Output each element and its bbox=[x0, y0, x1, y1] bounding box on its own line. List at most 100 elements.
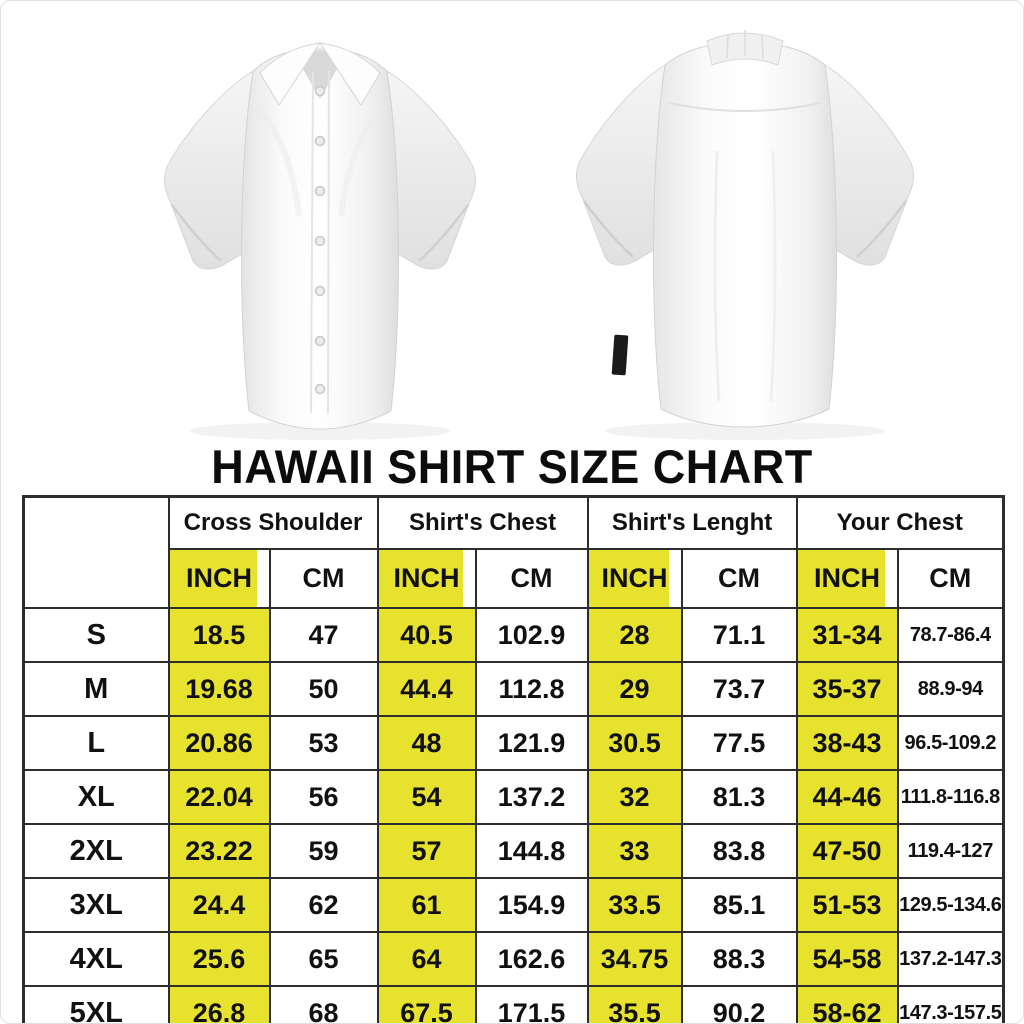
unit-header-inch: INCH bbox=[376, 548, 477, 609]
left-cuff-line bbox=[170, 204, 222, 262]
size-chart-table: Cross Shoulder Shirt's Chest Shirt's Len… bbox=[22, 495, 1006, 1023]
value-cell: 25.6 bbox=[167, 931, 271, 987]
group-header-cross-shoulder: Cross Shoulder bbox=[167, 495, 379, 550]
value-cell: 57 bbox=[376, 823, 477, 879]
value-cell: 73.7 bbox=[680, 661, 798, 717]
unit-header-inch: INCH bbox=[167, 548, 271, 609]
value-cell: 53 bbox=[268, 715, 379, 771]
value-cell: 59 bbox=[268, 823, 379, 879]
value-cell: 50 bbox=[268, 661, 379, 717]
value-cell: 68 bbox=[268, 985, 379, 1023]
value-cell: 24.4 bbox=[167, 877, 271, 933]
value-cell: 54-58 bbox=[795, 931, 899, 987]
table-row: 5XL 26.8 68 67.5 171.5 35.5 90.2 58-62 147.3-157… bbox=[22, 985, 1005, 1023]
value-cell: 56 bbox=[268, 769, 379, 825]
value-cell: 48 bbox=[376, 715, 477, 771]
value-cell: 31-34 bbox=[795, 607, 899, 663]
value-cell: 35-37 bbox=[795, 661, 899, 717]
value-cell: 83.8 bbox=[680, 823, 798, 879]
value-cell: 32 bbox=[586, 769, 683, 825]
table-body: S 18.5 47 40.5 102.9 28 71.1 31-34 78.7-86.4 M 19.… bbox=[22, 607, 1005, 1023]
value-cell: 144.8 bbox=[474, 823, 589, 879]
value-cell: 78.7-86.4 bbox=[896, 607, 1005, 663]
unit-header-cm: CM bbox=[896, 548, 1005, 609]
size-cell: 5XL bbox=[22, 985, 170, 1023]
value-cell: 67.5 bbox=[376, 985, 477, 1023]
group-header-shirts-chest: Shirt's Chest bbox=[376, 495, 589, 550]
value-cell: 18.5 bbox=[167, 607, 271, 663]
shirt-shadow bbox=[190, 422, 450, 440]
collar-pleats bbox=[726, 30, 764, 59]
value-cell: 47 bbox=[268, 607, 379, 663]
value-cell: 129.5-134.6 bbox=[896, 877, 1005, 933]
value-cell: 119.4-127 bbox=[896, 823, 1005, 879]
unit-header-inch: INCH bbox=[586, 548, 683, 609]
table-row: M 19.68 50 44.4 112.8 29 73.7 35-37 88.9-94 bbox=[22, 661, 1005, 717]
table-header: Cross Shoulder Shirt's Chest Shirt's Len… bbox=[22, 495, 1005, 609]
table-row: S 18.5 47 40.5 102.9 28 71.1 31-34 78.7-86.4 bbox=[22, 607, 1005, 663]
table-row: 2XL 23.22 59 57 144.8 33 83.8 47-50 119.4-127 bbox=[22, 823, 1005, 879]
value-cell: 112.8 bbox=[474, 661, 589, 717]
size-cell: 2XL bbox=[22, 823, 170, 879]
side-hem-tag bbox=[611, 334, 629, 376]
value-cell: 162.6 bbox=[474, 931, 589, 987]
unit-header-row: INCH CM INCH CM INCH CM INCH CM bbox=[24, 548, 1005, 609]
collar-left-flap bbox=[259, 42, 322, 106]
value-cell: 85.1 bbox=[680, 877, 798, 933]
unit-header-cm: CM bbox=[474, 548, 589, 609]
value-cell: 154.9 bbox=[474, 877, 589, 933]
value-cell: 26.8 bbox=[167, 985, 271, 1023]
value-cell: 33 bbox=[586, 823, 683, 879]
value-cell: 35.5 bbox=[586, 985, 683, 1023]
value-cell: 51-53 bbox=[795, 877, 899, 933]
size-corner-cell bbox=[22, 495, 170, 609]
placket-line bbox=[310, 70, 314, 414]
value-cell: 96.5-109.2 bbox=[896, 715, 1005, 771]
value-cell: 20.86 bbox=[167, 715, 271, 771]
placket-line bbox=[327, 70, 330, 414]
value-cell: 58-62 bbox=[795, 985, 899, 1023]
size-cell: 4XL bbox=[22, 931, 170, 987]
wrinkle bbox=[769, 150, 777, 402]
value-cell: 47-50 bbox=[795, 823, 899, 879]
unit-header-cm: CM bbox=[680, 548, 798, 609]
value-cell: 33.5 bbox=[586, 877, 683, 933]
value-cell: 38-43 bbox=[795, 715, 899, 771]
collar-right-flap bbox=[318, 42, 381, 106]
value-cell: 81.3 bbox=[680, 769, 798, 825]
size-cell: L bbox=[22, 715, 170, 771]
value-cell: 77.5 bbox=[680, 715, 798, 771]
wrinkle bbox=[713, 150, 721, 402]
value-cell: 71.1 bbox=[680, 607, 798, 663]
size-cell: XL bbox=[22, 769, 170, 825]
value-cell: 44.4 bbox=[376, 661, 477, 717]
value-cell: 137.2-147.3 bbox=[896, 931, 1005, 987]
value-cell: 54 bbox=[376, 769, 477, 825]
value-cell: 111.8-116.8 bbox=[896, 769, 1005, 825]
value-cell: 40.5 bbox=[376, 607, 477, 663]
right-cuff-line bbox=[856, 200, 908, 258]
group-header-row: Cross Shoulder Shirt's Chest Shirt's Len… bbox=[22, 495, 1005, 609]
right-cuff-line bbox=[418, 204, 470, 262]
value-cell: 171.5 bbox=[474, 985, 589, 1023]
wrinkle bbox=[252, 103, 302, 217]
size-cell: 3XL bbox=[22, 877, 170, 933]
left-cuff-line bbox=[582, 200, 634, 258]
back-torso bbox=[653, 42, 837, 428]
shirt-shadow bbox=[605, 422, 885, 440]
value-cell: 44-46 bbox=[795, 769, 899, 825]
value-cell: 147.3-157.5 bbox=[896, 985, 1005, 1023]
value-cell: 65 bbox=[268, 931, 379, 987]
value-cell: 90.2 bbox=[680, 985, 798, 1023]
value-cell: 121.9 bbox=[474, 715, 589, 771]
value-cell: 19.68 bbox=[167, 661, 271, 717]
value-cell: 137.2 bbox=[474, 769, 589, 825]
value-cell: 22.04 bbox=[167, 769, 271, 825]
group-header-shirts-lenght: Shirt's Lenght bbox=[586, 495, 798, 550]
value-cell: 62 bbox=[268, 877, 379, 933]
wrinkle bbox=[338, 103, 388, 217]
value-cell: 29 bbox=[586, 661, 683, 717]
value-cell: 28 bbox=[586, 607, 683, 663]
unit-header-cm: CM bbox=[268, 548, 379, 609]
